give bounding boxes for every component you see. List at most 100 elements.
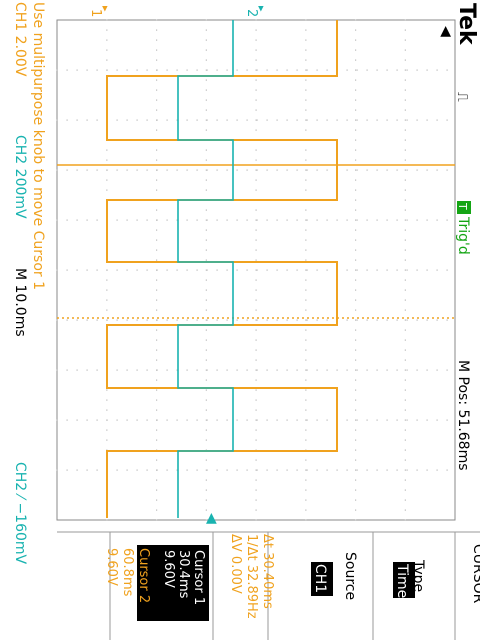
graticule-dot bbox=[436, 419, 438, 421]
graticule-dot bbox=[66, 119, 68, 121]
graticule-dot bbox=[255, 39, 257, 41]
graticule-dot bbox=[404, 89, 406, 91]
graticule-dot bbox=[166, 369, 168, 371]
graticule-dot bbox=[326, 269, 328, 271]
type-label[interactable]: Type bbox=[410, 559, 426, 592]
graticule-dot bbox=[255, 219, 257, 221]
graticule-dot bbox=[305, 19, 307, 21]
graticule-dot bbox=[246, 419, 248, 421]
graticule-dot bbox=[205, 479, 207, 481]
graticule-dot bbox=[404, 279, 406, 281]
graticule-dot bbox=[305, 419, 307, 421]
graticule-dot bbox=[396, 319, 398, 321]
graticule-dot bbox=[96, 119, 98, 121]
graticule-dot bbox=[255, 159, 257, 161]
graticule-dot bbox=[305, 399, 307, 401]
source-value[interactable]: CH1 bbox=[312, 564, 328, 593]
graticule-dot bbox=[305, 309, 307, 311]
graticule-dot bbox=[326, 169, 328, 171]
source-value-highlight[interactable] bbox=[311, 562, 333, 596]
graticule-dot bbox=[156, 109, 158, 111]
menu-title[interactable]: CURSOR bbox=[470, 544, 480, 604]
graticule-dot bbox=[366, 219, 368, 221]
graticule-dot bbox=[355, 359, 357, 361]
graticule-dot bbox=[404, 459, 406, 461]
cursor1-volt[interactable]: 9.60V bbox=[161, 550, 176, 588]
graticule-dot bbox=[96, 269, 98, 271]
graticule-dot bbox=[156, 289, 158, 291]
graticule-dot bbox=[416, 469, 418, 471]
graticule-dot bbox=[176, 119, 178, 121]
graticule-dot bbox=[346, 169, 348, 171]
cursor1-menu-highlight[interactable] bbox=[137, 545, 209, 621]
ch1-marker: 1 bbox=[88, 9, 103, 17]
graticule-dot bbox=[366, 269, 368, 271]
graticule-dot bbox=[266, 169, 268, 171]
graticule-dot bbox=[205, 169, 207, 171]
graticule-dot bbox=[306, 119, 308, 121]
graticule-dot bbox=[176, 219, 178, 221]
cursor1-time[interactable]: 30.4ms bbox=[176, 550, 191, 599]
graticule-dot bbox=[205, 329, 207, 331]
graticule-dot bbox=[355, 79, 357, 81]
graticule-dot bbox=[66, 219, 68, 221]
graticule-dot bbox=[305, 349, 307, 351]
graticule-dot bbox=[126, 169, 128, 171]
graticule-dot bbox=[436, 369, 438, 371]
graticule-dot bbox=[355, 139, 357, 141]
cursor1-label[interactable]: Cursor 1 bbox=[191, 550, 206, 605]
graticule-dot bbox=[106, 299, 108, 301]
graticule-dot bbox=[166, 69, 168, 71]
graticule-dot bbox=[205, 99, 207, 101]
graticule-dot bbox=[296, 269, 298, 271]
graticule-dot bbox=[366, 469, 368, 471]
graticule-dot bbox=[255, 469, 257, 471]
graticule-dot bbox=[156, 499, 158, 501]
graticule-dot bbox=[306, 69, 308, 71]
graticule-dot bbox=[156, 189, 158, 191]
graticule-dot bbox=[106, 519, 108, 521]
type-value[interactable]: Time bbox=[394, 563, 410, 598]
graticule-dot bbox=[404, 249, 406, 251]
graticule-dot bbox=[404, 29, 406, 31]
graticule-dot bbox=[106, 39, 108, 41]
graticule-dot bbox=[186, 119, 188, 121]
graticule-dot bbox=[355, 509, 357, 511]
graticule-dot bbox=[205, 279, 207, 281]
graticule-dot bbox=[196, 469, 198, 471]
type-value-highlight[interactable] bbox=[393, 562, 415, 598]
graticule-dot bbox=[136, 369, 138, 371]
graticule-dot bbox=[346, 119, 348, 121]
graticule-dot bbox=[106, 429, 108, 431]
graticule-dot bbox=[366, 369, 368, 371]
graticule-dot bbox=[146, 469, 148, 471]
graticule-dot bbox=[205, 349, 207, 351]
graticule-dot bbox=[205, 69, 207, 71]
source-label[interactable]: Source bbox=[342, 552, 358, 600]
graticule-dot bbox=[276, 169, 278, 171]
ch1-waveform bbox=[106, 20, 338, 518]
graticule-dot bbox=[305, 189, 307, 191]
graticule-dot bbox=[176, 169, 178, 171]
graticule-dot bbox=[156, 119, 158, 121]
graticule-dot bbox=[255, 349, 257, 351]
cursor2-volt[interactable]: 9.60V bbox=[104, 548, 119, 586]
graticule-dot bbox=[255, 269, 257, 271]
graticule-dot bbox=[246, 219, 248, 221]
graticule-dot bbox=[296, 169, 298, 171]
cursor2-time[interactable]: 60.8ms bbox=[120, 548, 135, 597]
graticule-dot bbox=[205, 79, 207, 81]
graticule-dot bbox=[386, 469, 388, 471]
graticule-dot bbox=[136, 169, 138, 171]
graticule-dot bbox=[355, 119, 357, 121]
graticule-dot bbox=[404, 289, 406, 291]
graticule-dot bbox=[355, 489, 357, 491]
graticule-dot bbox=[366, 169, 368, 171]
graticule-dot bbox=[426, 319, 428, 321]
graticule-dot bbox=[404, 419, 406, 421]
graticule-dot bbox=[296, 369, 298, 371]
graticule-dot bbox=[256, 169, 258, 171]
cursor2-label[interactable]: Cursor 2 bbox=[136, 548, 151, 603]
graticule-dot bbox=[404, 319, 406, 321]
graticule-dot bbox=[404, 139, 406, 141]
